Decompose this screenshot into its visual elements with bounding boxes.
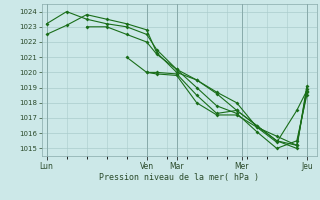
- X-axis label: Pression niveau de la mer( hPa ): Pression niveau de la mer( hPa ): [99, 173, 259, 182]
